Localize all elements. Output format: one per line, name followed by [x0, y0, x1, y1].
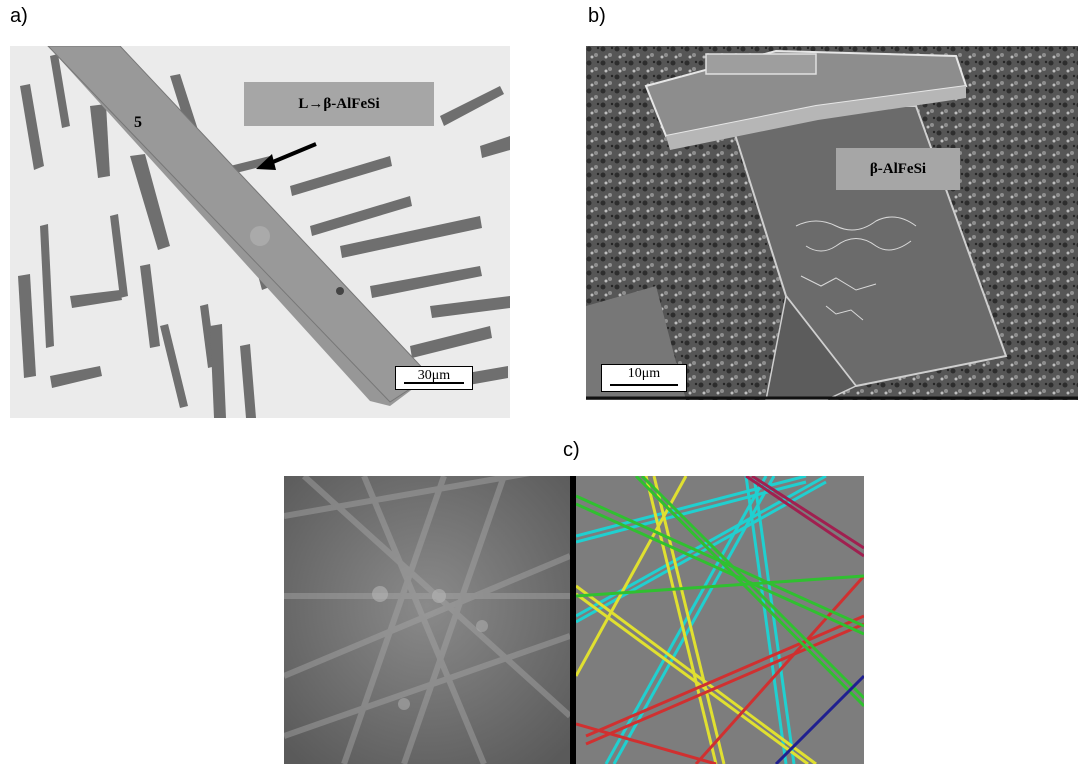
scale-bar-b: 10μm — [601, 364, 687, 392]
scale-bar-a-line — [404, 382, 464, 384]
micrograph-b — [586, 46, 1078, 400]
kikuchi-pattern-right — [576, 476, 864, 764]
kikuchi-pattern-left-image — [284, 476, 570, 764]
phase-label-a: L→β-AlFeSi — [244, 82, 434, 126]
panel-letter-c: c) — [563, 439, 580, 461]
scale-bar-a: 30μm — [395, 366, 473, 390]
kikuchi-pattern-right-image — [576, 476, 864, 764]
panel-letter-a: a) — [10, 5, 28, 27]
scale-bar-a-text: 30μm — [417, 368, 451, 383]
scale-bar-b-text: 10μm — [627, 366, 661, 381]
number-label-a: 5 — [134, 114, 142, 131]
panel-letter-b: b) — [588, 5, 606, 27]
micrograph-b-image — [586, 46, 1078, 400]
panel-c-divider — [570, 476, 576, 764]
kikuchi-pattern-left — [284, 476, 570, 764]
phase-label-b: β-AlFeSi — [836, 148, 960, 190]
scale-bar-b-line — [610, 384, 678, 386]
